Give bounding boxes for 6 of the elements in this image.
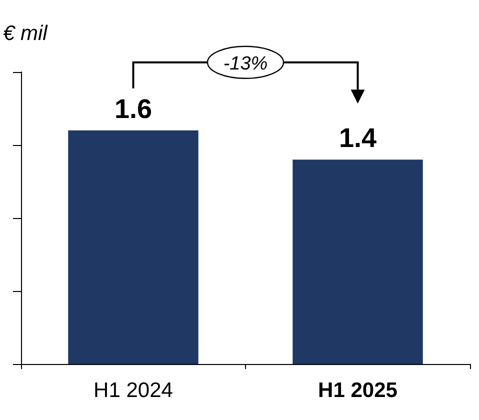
y-axis-title: € mil	[3, 22, 49, 45]
data-label: 1.4	[338, 123, 377, 154]
x-tick-label: H1 2025	[318, 379, 398, 402]
annotation: -13%	[223, 53, 268, 74]
x-tick-label: H1 2024	[94, 379, 174, 402]
data-label: 1.6	[114, 94, 152, 124]
